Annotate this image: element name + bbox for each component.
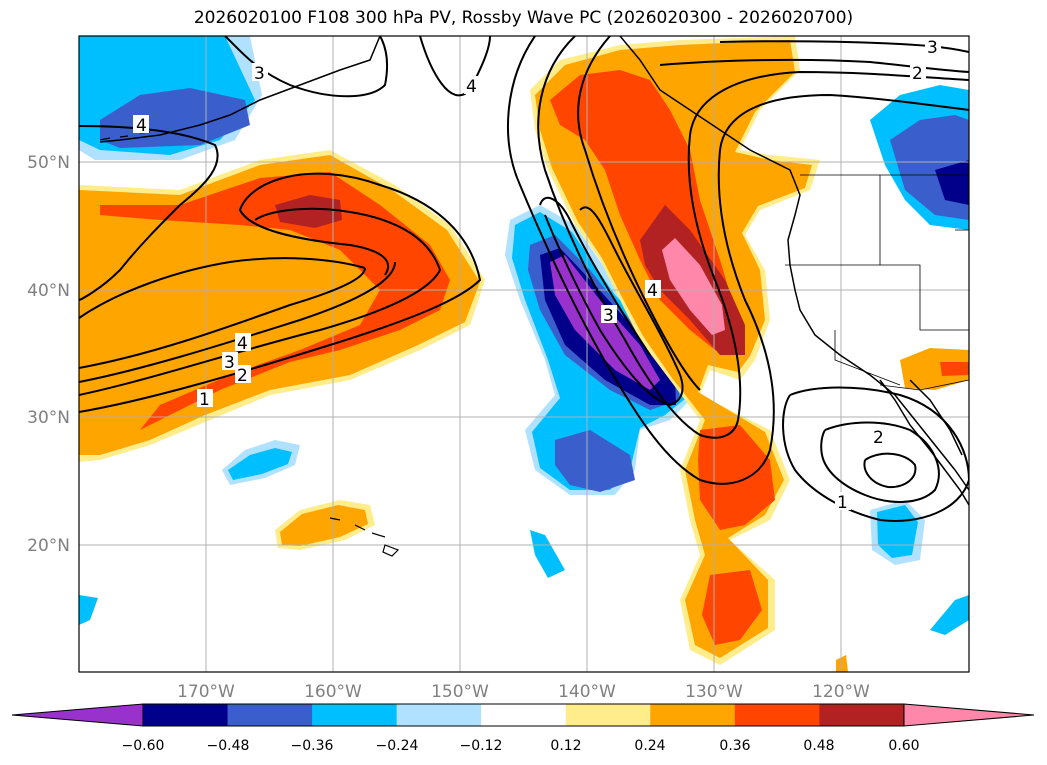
colorbar-tick-label: 0.60 — [888, 738, 919, 754]
state-border-2 — [785, 264, 969, 331]
anomaly-ridge-red — [550, 70, 775, 645]
contour-west-4 — [79, 267, 366, 369]
colorbar-tick-label: 0.12 — [550, 738, 581, 754]
anomaly-ridge-pink — [662, 238, 725, 335]
us-mexico-border — [879, 379, 969, 391]
anomaly-ne-navy — [935, 160, 969, 205]
colorbar-segment — [481, 704, 567, 726]
map-panel: 4 4 4 3 3 3 3 2 2 2 1 1 4 — [79, 36, 969, 672]
colorbar-tick-label: −0.24 — [376, 738, 419, 754]
longitude-axis: 170°W 160°W 150°W 140°W 130°W 120°W — [177, 682, 870, 702]
contour-label: 4 — [136, 116, 147, 136]
contour-ne-3 — [719, 40, 969, 53]
lat-label: 40°N — [27, 281, 70, 301]
colorbar-segment — [734, 704, 820, 726]
contour-label: 1 — [837, 493, 848, 513]
contour-north-4 — [224, 36, 389, 98]
anomaly-south-orange — [836, 655, 848, 672]
contour-trough-inner-2 — [539, 196, 651, 356]
contours — [79, 36, 969, 522]
contour-west-2 — [79, 207, 442, 396]
colorbar-segment — [396, 704, 482, 726]
contour-label: 3 — [927, 38, 938, 58]
contour-west-5 — [79, 257, 366, 319]
map-frame — [78, 35, 970, 673]
contour-label: 1 — [199, 390, 210, 410]
alaska-coast — [99, 36, 381, 143]
borders — [785, 174, 969, 391]
chart-title: 2026020100 F108 300 hPa PV, Rossby Wave … — [193, 8, 854, 28]
contour-ne-2 — [659, 58, 969, 73]
lat-label: 50°N — [27, 153, 70, 173]
latitude-axis: 50°N 40°N 30°N 20°N — [27, 153, 70, 556]
colorbar-segment — [227, 704, 313, 726]
contour-label: 4 — [647, 281, 658, 301]
contour-low-2 — [820, 421, 940, 503]
contour-label: 2 — [873, 428, 884, 448]
colorbar-extend-max — [903, 703, 1035, 727]
anomaly-sw-mexico-orange — [900, 348, 969, 390]
contour-label: 3 — [254, 64, 265, 84]
contour-label: 4 — [466, 77, 477, 97]
contour-trough-3 — [577, 36, 701, 391]
contour-label: 3 — [224, 353, 235, 373]
contour-nw-4 — [79, 125, 219, 301]
lon-label: 130°W — [685, 682, 743, 702]
colorbar-tick-label: 0.36 — [719, 738, 750, 754]
lon-label: 170°W — [177, 682, 235, 702]
anomaly-sub-blue-2 — [228, 448, 292, 480]
anomaly-hawaii-small-blue — [530, 530, 565, 578]
lon-label: 140°W — [558, 682, 616, 702]
contour-label-group: 4 4 4 3 3 3 3 2 2 2 1 1 4 — [133, 37, 941, 513]
hawaii-islands — [329, 517, 400, 557]
colorbar-frame — [142, 703, 905, 727]
contour-trough-2 — [537, 36, 969, 439]
contour-low-3 — [863, 452, 917, 489]
lon-label: 160°W — [304, 682, 362, 702]
colorbar-tick-label: −0.12 — [460, 738, 503, 754]
contour-trough-outer — [507, 36, 969, 485]
contour-label: 3 — [603, 306, 614, 326]
anomaly-sw-mexico-red — [940, 362, 969, 376]
colorbar-tick-label: −0.48 — [207, 738, 250, 754]
colorbar-segment — [312, 704, 398, 726]
colorbar-tick-label: −0.60 — [122, 738, 165, 754]
anomaly-sw-small-blue — [79, 595, 98, 625]
lon-label: 150°W — [431, 682, 489, 702]
colorbar-tick-label: −0.36 — [291, 738, 334, 754]
lat-label: 20°N — [27, 536, 70, 556]
anomaly-jet-darkred — [275, 195, 342, 228]
colorbar — [11, 703, 1035, 727]
anomaly-se-blue — [930, 595, 969, 635]
lon-label: 120°W — [812, 682, 870, 702]
shaded-field — [79, 36, 969, 672]
colorbar-segment — [565, 704, 651, 726]
colorbar-extend-min — [11, 703, 144, 727]
contour-label: 4 — [237, 334, 248, 354]
colorbar-labels: −0.60 −0.48 −0.36 −0.24 −0.12 0.12 0.24 … — [122, 738, 920, 754]
state-border-3 — [834, 330, 901, 386]
anomaly-hawaii-orange-2 — [280, 505, 368, 546]
colorbar-tick-label: 0.48 — [803, 738, 834, 754]
gridlines — [79, 36, 969, 672]
contour-label: 2 — [237, 366, 248, 386]
contour-west-3 — [79, 261, 396, 383]
colorbar-segment — [819, 704, 905, 726]
anomaly-jet-red — [100, 172, 450, 430]
colorbar-tick-label: 0.24 — [634, 738, 665, 754]
contour-west-1 — [79, 172, 482, 413]
contour-low-1 — [782, 386, 969, 522]
lat-label: 30°N — [27, 408, 70, 428]
contour-label: 2 — [912, 64, 923, 84]
colorbar-segment — [650, 704, 736, 726]
baja-coast — [879, 379, 969, 506]
colorbar-segment — [143, 704, 229, 726]
contour-trough-inner — [544, 206, 684, 407]
